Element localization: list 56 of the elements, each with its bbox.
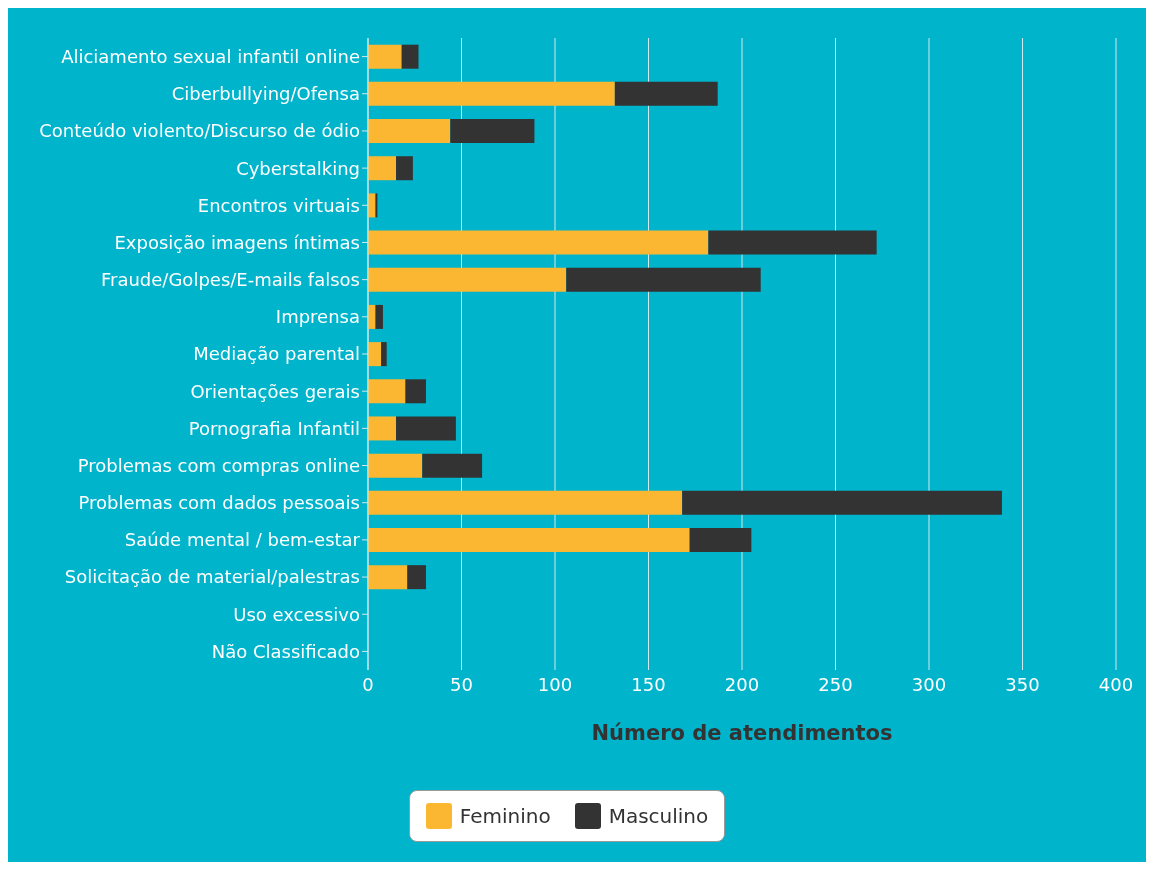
x-tick-label: 200 xyxy=(724,673,760,695)
bar xyxy=(396,416,456,441)
x-axis-title: Número de atendimentos xyxy=(591,721,893,745)
x-tick-label: 250 xyxy=(818,673,853,695)
bar xyxy=(396,156,413,181)
bar xyxy=(368,119,451,144)
y-tick-label: Cyberstalking xyxy=(236,157,360,179)
y-tick-label: Encontros virtuais xyxy=(197,194,360,216)
y-tick-label: Problemas com compras online xyxy=(77,454,360,476)
y-tick-label: Problemas com dados pessoais xyxy=(78,492,360,514)
y-tick-label: Aliciamento sexual infantil online xyxy=(61,45,360,67)
y-tick-label: Exposição imagens íntimas xyxy=(114,231,360,253)
x-tick-label: 0 xyxy=(362,673,374,695)
y-tick-label: Fraude/Golpes/E-mails falsos xyxy=(100,269,360,291)
bar xyxy=(682,490,1002,515)
bar xyxy=(405,379,426,404)
y-tick-label: Saúde mental / bem-estar xyxy=(124,529,361,551)
bar xyxy=(368,527,690,552)
bar xyxy=(368,453,423,478)
bar xyxy=(368,44,402,69)
bar xyxy=(368,565,408,590)
bar xyxy=(566,267,761,292)
bar xyxy=(407,565,426,590)
x-tick-label: 150 xyxy=(631,673,666,695)
bar xyxy=(368,156,397,181)
y-tick-label: Mediação parental xyxy=(193,343,360,365)
y-tick-label: Não Classificado xyxy=(211,640,360,662)
x-tick-label: 350 xyxy=(1005,673,1040,695)
x-tick-label: 400 xyxy=(1098,673,1134,695)
bar xyxy=(401,44,419,69)
bar xyxy=(708,230,877,255)
bar xyxy=(450,119,535,144)
bar xyxy=(381,342,387,367)
y-tick-label: Ciberbullying/Ofensa xyxy=(171,83,360,105)
x-tick-label: 100 xyxy=(537,673,573,695)
legend-label: Feminino xyxy=(459,804,551,828)
bar xyxy=(368,490,683,515)
bar xyxy=(689,527,752,552)
legend-label: Masculino xyxy=(608,804,709,828)
y-tick-label: Solicitação de material/palestras xyxy=(64,566,360,588)
bar xyxy=(375,304,383,329)
bar xyxy=(368,416,397,441)
bar xyxy=(614,81,718,106)
bar xyxy=(422,453,483,478)
bar xyxy=(368,342,382,367)
y-tick-label: Conteúdo violento/Discurso de ódio xyxy=(39,120,360,142)
bar xyxy=(368,267,567,292)
y-tick-label: Uso excessivo xyxy=(233,603,360,625)
bar xyxy=(368,230,709,255)
y-tick-label: Orientações gerais xyxy=(190,380,360,402)
x-tick-label: 300 xyxy=(911,673,947,695)
x-tick-label: 50 xyxy=(450,673,473,695)
y-tick-label: Imprensa xyxy=(275,306,360,328)
bar xyxy=(368,379,406,404)
bar xyxy=(368,81,615,106)
y-tick-label: Pornografia Infantil xyxy=(188,417,360,439)
